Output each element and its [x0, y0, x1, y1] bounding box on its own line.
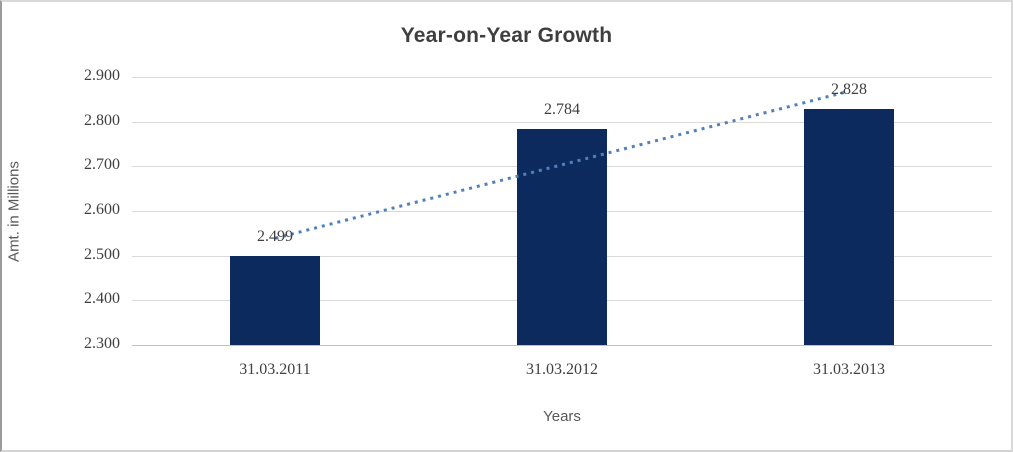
bar-data-label: 2.828	[831, 81, 867, 98]
y-tick-label: 2.300	[84, 335, 120, 352]
x-axis-line	[132, 345, 992, 346]
bar-31.03.2012	[517, 129, 607, 345]
x-tick-label: 31.03.2013	[813, 361, 885, 378]
bar-31.03.2013	[804, 109, 894, 345]
gridline	[132, 77, 992, 78]
y-axis-title: Amt. in Millions	[5, 161, 23, 262]
chart-title: Year-on-Year Growth	[400, 24, 613, 47]
bar-data-label: 2.499	[257, 228, 293, 245]
y-tick-label: 2.600	[84, 201, 120, 218]
y-tick-label: 2.700	[84, 156, 120, 173]
x-tick-label: 31.03.2011	[239, 361, 311, 378]
x-tick-label: 31.03.2012	[526, 361, 598, 378]
y-tick-label: 2.900	[84, 67, 120, 84]
y-tick-label: 2.800	[84, 112, 120, 129]
y-tick-label: 2.400	[84, 290, 120, 307]
y-tick-label: 2.500	[84, 246, 120, 263]
bar-data-label: 2.784	[544, 101, 580, 118]
bar-31.03.2011	[230, 256, 320, 345]
x-axis-title: Years	[543, 408, 581, 425]
